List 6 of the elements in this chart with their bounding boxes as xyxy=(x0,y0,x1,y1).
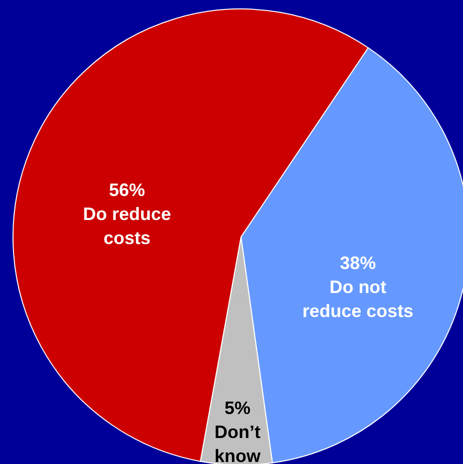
data-label: 38% xyxy=(340,252,376,273)
slice-label: Do not reduce costs xyxy=(302,276,414,321)
data-label: 5% xyxy=(224,398,250,418)
slice-label: Don’t know xyxy=(214,422,262,464)
slice-label: Do reduce costs xyxy=(83,204,172,248)
data-label: 56% xyxy=(109,180,146,200)
